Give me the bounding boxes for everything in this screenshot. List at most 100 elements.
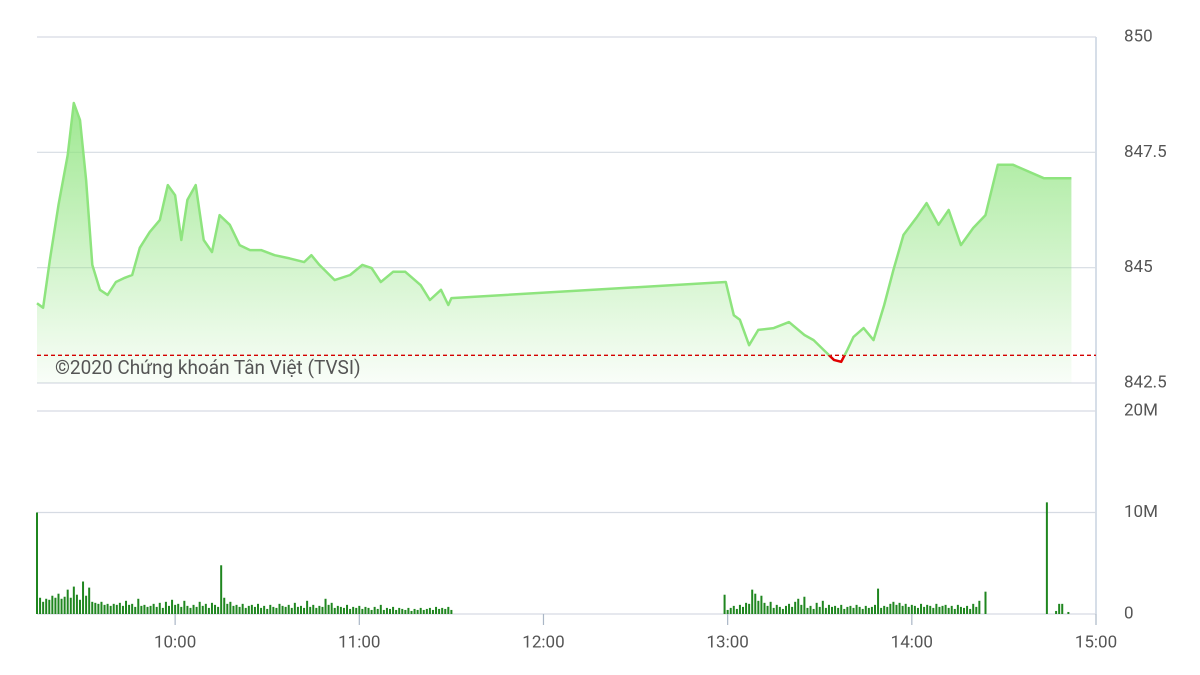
volume-bar [278, 603, 281, 614]
volume-bar [284, 606, 287, 614]
volume-bar [125, 600, 128, 614]
volume-bar [754, 593, 757, 614]
y-tick-label: 842.5 [1124, 372, 1167, 392]
volume-bar [109, 605, 112, 614]
volume-bar [395, 609, 398, 614]
volume-bar [886, 606, 889, 614]
volume-bar [389, 608, 391, 614]
volume-bar [226, 603, 229, 614]
volume-bar [938, 606, 941, 614]
volume-bar [155, 606, 158, 614]
volume-bar [106, 603, 109, 614]
volume-bar [861, 608, 864, 614]
volume-bar [416, 609, 419, 614]
volume-bar [1055, 610, 1058, 614]
volume-bar [78, 599, 81, 614]
volume-bar [757, 600, 760, 614]
volume-bar [385, 607, 388, 614]
volume-bar [806, 607, 809, 614]
volume-bar [729, 607, 732, 614]
volume-bar [39, 597, 42, 614]
volume-bar [149, 605, 152, 614]
volume-bar [435, 606, 438, 614]
volume-bar [63, 596, 66, 614]
volume-bar [134, 606, 137, 614]
volume-bar [950, 605, 953, 614]
volume-bar [324, 598, 327, 614]
volume-bar [781, 608, 784, 614]
volume-bar [901, 605, 904, 614]
volume-bar [916, 607, 919, 614]
volume-bar [361, 608, 364, 614]
volume-bar [858, 606, 861, 614]
volume-bar [742, 606, 744, 614]
volume-bar [161, 607, 164, 614]
volume-bar [821, 600, 824, 614]
volume-bar [327, 604, 330, 614]
volume-bar [223, 597, 226, 614]
volume-bar [843, 608, 846, 614]
volume-bar [140, 605, 143, 614]
volume-bar [164, 601, 167, 614]
volume-bar [171, 599, 174, 614]
volume-bar [904, 603, 907, 614]
volume-bar [929, 605, 932, 614]
volume-bar [834, 605, 837, 614]
volume-bar [115, 604, 118, 614]
volume-bar [1045, 502, 1048, 614]
volume-bar [85, 595, 88, 614]
volume-bar [772, 607, 775, 614]
volume-bar [745, 602, 748, 614]
volume-bar [312, 604, 315, 614]
volume-bar [336, 605, 339, 614]
volume-bar [867, 607, 870, 614]
volume-bar [404, 609, 407, 614]
x-tick-label: 10:00 [154, 632, 196, 652]
volume-bar [379, 604, 382, 614]
volume-bar [815, 602, 818, 614]
volume-bar [803, 596, 806, 614]
volume-bar [984, 591, 987, 614]
volume-bar [738, 604, 741, 614]
volume-bar [898, 602, 901, 614]
volume-bar [128, 604, 131, 614]
volume-bar [75, 594, 78, 614]
volume-bar [855, 604, 858, 614]
volume-bar [794, 601, 797, 614]
volume-bar [849, 605, 852, 614]
volume-bar [407, 607, 410, 614]
volume-bar [852, 607, 855, 614]
volume-bar [346, 604, 349, 614]
volume-bar [1061, 603, 1064, 614]
volume-bar [438, 608, 441, 614]
volume-bar [831, 606, 834, 614]
volume-bar [66, 589, 69, 614]
volume-bar [809, 605, 812, 614]
x-tick-label: 11:00 [338, 632, 380, 652]
volume-bar [263, 605, 266, 614]
volume-bar [784, 605, 787, 614]
volume-bar [428, 607, 431, 614]
volume-bar [441, 607, 444, 614]
y-tick-label: 847.5 [1124, 142, 1167, 162]
volume-bar [959, 606, 962, 614]
volume-bar [318, 605, 321, 614]
volume-bar [364, 606, 367, 614]
volume-bar [935, 603, 938, 614]
volume-bar [425, 608, 428, 614]
volume-bar [766, 605, 769, 614]
volume-bar [910, 604, 913, 614]
volume-bar [45, 598, 48, 614]
volume-bar [824, 607, 827, 614]
volume-bar [247, 605, 250, 614]
volume-bar [290, 607, 293, 614]
watermark: ©2020 Chứng khoán Tân Việt (TVSI) [55, 356, 361, 379]
volume-bar [51, 595, 54, 614]
volume-bar [48, 599, 51, 614]
volume-bar [732, 605, 735, 614]
volume-bar [315, 607, 318, 614]
volume-bar [956, 604, 959, 614]
volume-bar [244, 607, 247, 614]
volume-bar [118, 602, 121, 614]
volume-bar [840, 604, 843, 614]
